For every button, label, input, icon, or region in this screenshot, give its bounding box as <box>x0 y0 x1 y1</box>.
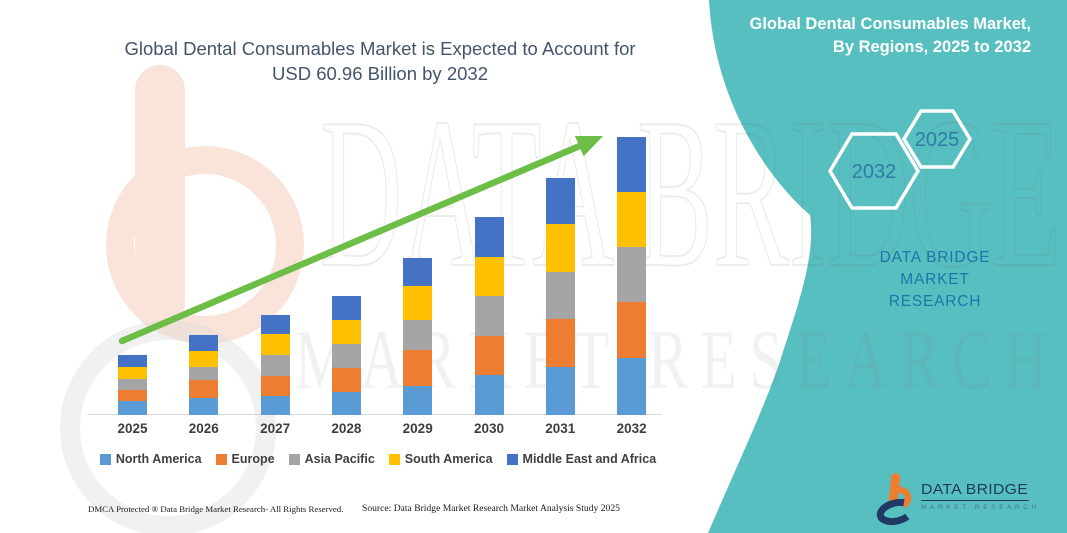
segment-2030-middle-east-and-africa <box>474 217 504 257</box>
segment-2025-asia-pacific <box>118 379 147 391</box>
dbmr-logo-icon <box>876 473 916 526</box>
bar-2032 <box>617 137 647 415</box>
segment-2027-south-america <box>260 333 290 355</box>
segment-2029-south-america <box>403 285 433 320</box>
segment-2026-south-america <box>189 351 219 368</box>
x-axis-line <box>88 414 662 415</box>
segment-2032-south-america <box>617 191 647 247</box>
segment-2031-asia-pacific <box>545 272 575 320</box>
bar-2029 <box>403 257 433 415</box>
legend-item-middle-east-and-africa: Middle East and Africa <box>506 452 657 466</box>
dbmr-logo: DATA BRIDGE MARKET RESEARCH <box>875 470 1045 528</box>
segment-2026-north-america <box>189 398 219 415</box>
segment-2032-middle-east-and-africa <box>617 137 647 192</box>
panel-title: Global Dental Consumables Market, By Reg… <box>750 13 1031 58</box>
segment-2028-south-america <box>331 319 361 345</box>
bar-2030 <box>474 217 504 415</box>
chart-title-line2: USD 60.96 Billion by 2032 <box>272 63 488 84</box>
segment-2028-asia-pacific <box>331 344 361 368</box>
panel-title-line1: Global Dental Consumables Market, <box>749 15 1031 33</box>
chart-legend: North America Europe Asia Pacific South Ame… <box>88 452 668 466</box>
legend-label: Middle East and Africa <box>522 452 657 466</box>
segment-2031-north-america <box>545 367 575 415</box>
panel-brand-line1: DATA BRIDGE MARKET <box>879 249 991 288</box>
segment-2032-asia-pacific <box>617 246 647 302</box>
segment-2031-south-america <box>545 224 575 273</box>
segment-2025-south-america <box>118 367 147 380</box>
segment-2031-middle-east-and-africa <box>545 177 575 225</box>
segment-2032-north-america <box>617 358 647 415</box>
segment-2026-middle-east-and-africa <box>189 335 219 352</box>
segment-2025-europe <box>118 390 147 401</box>
segment-2032-europe <box>617 301 647 358</box>
year-label-2027: 2027 <box>260 421 291 436</box>
segment-2029-asia-pacific <box>403 319 433 350</box>
panel-brand-text: DATA BRIDGE MARKET RESEARCH <box>843 247 1027 313</box>
source-text: Source: Data Bridge Market Research Mark… <box>362 503 620 514</box>
year-label-2029: 2029 <box>402 421 433 436</box>
segment-2030-south-america <box>474 256 504 297</box>
segment-2026-asia-pacific <box>189 367 219 381</box>
legend-label: Europe <box>231 452 275 466</box>
legend-item-asia-pacific: Asia Pacific <box>288 452 375 466</box>
segment-2031-europe <box>545 319 575 368</box>
legend-item-south-america: South America <box>388 452 493 466</box>
year-label-2030: 2030 <box>473 421 505 436</box>
logo-subtitle: MARKET RESEARCH <box>921 504 1040 511</box>
logo-divider <box>921 500 1029 501</box>
hexagon-2032-label: 2032 <box>852 161 897 183</box>
bar-2026 <box>189 335 219 415</box>
bar-2031 <box>545 177 575 415</box>
legend-swatch-icon <box>288 453 300 465</box>
segment-2030-europe <box>474 335 504 376</box>
year-label-2025: 2025 <box>117 421 148 436</box>
segment-2027-north-america <box>260 395 290 415</box>
hexagon-2025-label: 2025 <box>915 129 960 151</box>
segment-2029-north-america <box>403 385 433 415</box>
segment-2029-middle-east-and-africa <box>403 257 433 286</box>
dmca-copyright-text: DMCA Protected ® Data Bridge Market Rese… <box>88 504 344 514</box>
segment-2028-europe <box>331 367 361 392</box>
segment-2028-north-america <box>331 391 361 415</box>
year-label-2028: 2028 <box>331 421 362 436</box>
segment-2030-asia-pacific <box>474 296 504 336</box>
legend-label: South America <box>404 452 493 466</box>
legend-label: North America <box>115 452 202 466</box>
hexagon-2032 <box>827 132 921 210</box>
panel-title-line2: By Regions, 2025 to 2032 <box>832 37 1031 56</box>
segment-2030-north-america <box>474 375 504 415</box>
segment-2028-middle-east-and-africa <box>331 295 361 320</box>
legend-swatch-icon <box>388 453 400 465</box>
segment-2027-asia-pacific <box>260 354 290 376</box>
bar-2025 <box>118 355 147 415</box>
bar-2027 <box>260 314 290 415</box>
segment-2025-middle-east-and-africa <box>118 355 147 368</box>
bar-2028 <box>331 295 361 415</box>
chart-title: Global Dental Consumables Market is Expe… <box>100 36 660 86</box>
legend-item-europe: Europe <box>215 452 275 466</box>
year-label-2032: 2032 <box>616 421 647 436</box>
segment-2025-north-america <box>118 400 147 415</box>
segment-2027-middle-east-and-africa <box>260 314 290 334</box>
chart-title-line1: Global Dental Consumables Market is Expe… <box>124 38 636 59</box>
logo-wordmark: DATA BRIDGE <box>921 481 1029 498</box>
segment-2027-europe <box>260 375 290 396</box>
hexagon-2025 <box>901 109 973 169</box>
legend-item-north-america: North America <box>99 452 202 466</box>
legend-swatch-icon <box>506 453 518 465</box>
legend-swatch-icon <box>99 453 111 465</box>
legend-label: Asia Pacific <box>304 452 375 466</box>
panel-brand-line2: RESEARCH <box>888 293 982 310</box>
year-label-2031: 2031 <box>545 421 576 436</box>
year-label-2026: 2026 <box>188 421 219 436</box>
segment-2029-europe <box>403 349 433 386</box>
legend-swatch-icon <box>215 453 227 465</box>
segment-2026-europe <box>189 380 219 399</box>
